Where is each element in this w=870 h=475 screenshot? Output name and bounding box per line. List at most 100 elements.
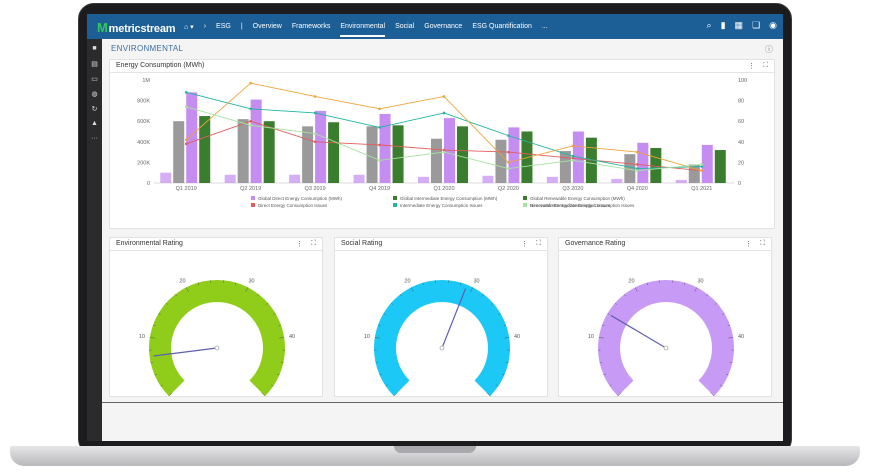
series-point	[313, 95, 317, 98]
home-icon[interactable]: ⌂ ▾	[184, 23, 194, 31]
bar	[675, 179, 687, 183]
series-point	[249, 119, 252, 123]
more-icon[interactable]: ···	[91, 135, 98, 142]
bar	[224, 174, 236, 183]
gauge-tick	[235, 282, 237, 286]
x-tick-label: Q3 2020	[562, 186, 583, 192]
gauge-tick	[503, 324, 507, 327]
nav-item-esg-quantification[interactable]: ESG Quantification	[472, 23, 532, 30]
gauge-tick	[383, 313, 386, 315]
gauge-tick	[266, 302, 269, 305]
gauge-tick	[705, 294, 708, 297]
bookmark-icon[interactable]: ▮	[720, 20, 726, 30]
series-point	[378, 143, 381, 147]
panel-divider	[559, 250, 771, 251]
series-point	[249, 81, 252, 85]
bar	[546, 176, 558, 183]
series-point	[507, 134, 510, 137]
gauge-tick	[160, 384, 163, 387]
governance-rating-panel: Governance Rating ⋮ ⛶ 01020304050	[558, 237, 772, 397]
gauge-tick	[694, 287, 698, 292]
expand-icon[interactable]: ⛶	[760, 240, 765, 247]
top-navigation-bar: Mmetricstream ⌂ ▾ › ESG | Overview Frame…	[87, 14, 783, 39]
app-screen: Mmetricstream ⌂ ▾ › ESG | Overview Frame…	[87, 14, 783, 441]
gauge-tick	[491, 302, 494, 305]
bar	[508, 127, 520, 183]
bar	[237, 119, 249, 183]
gauge-tick	[175, 294, 178, 297]
gauge-tick-label: 30	[697, 278, 703, 284]
calendar-icon[interactable]: ▦	[734, 20, 744, 30]
kebab-menu-icon[interactable]: ⋮	[296, 241, 304, 248]
nav-item-frameworks[interactable]: Frameworks	[291, 23, 331, 30]
panel-title: Energy Consumption (MWh)	[116, 62, 205, 69]
search-icon[interactable]: ⌕	[706, 20, 712, 30]
gauge-tick	[599, 362, 603, 364]
gauge-tick	[728, 337, 734, 339]
gauge-tick	[598, 337, 604, 339]
globe-icon[interactable]: ◍	[91, 91, 98, 98]
nav-more-button[interactable]: ...	[541, 23, 548, 30]
panel-tools: ⋮ ⛶	[748, 62, 768, 70]
series-point	[571, 144, 575, 148]
reports-icon[interactable]: ▤	[91, 61, 98, 68]
bar	[302, 126, 314, 183]
series-point	[507, 167, 510, 170]
gauge-arc	[374, 280, 510, 397]
monitor-icon[interactable]: ▭	[91, 76, 98, 83]
series-point	[636, 163, 639, 166]
bar	[353, 174, 365, 183]
gauge-tick	[150, 362, 154, 364]
x-tick-label: Q1 2019	[176, 186, 197, 192]
expand-icon[interactable]: ⛶	[311, 240, 316, 247]
gauge-tick-label: 20	[404, 278, 410, 284]
gauge-tick-label: 40	[738, 334, 744, 340]
kebab-menu-icon[interactable]: ⋮	[748, 63, 756, 70]
y2-tick-label: 80	[738, 99, 744, 105]
series-point	[184, 138, 188, 142]
notifications-icon[interactable]: ❏	[752, 20, 761, 30]
series-point	[313, 111, 317, 115]
bar	[186, 92, 198, 183]
gauge-tick	[197, 282, 199, 286]
refresh-icon[interactable]: ↻	[91, 106, 98, 113]
series-point	[507, 150, 510, 154]
panel-title: Social Rating	[341, 240, 383, 247]
gauge-tick	[720, 384, 723, 387]
gauge-tick-label: 40	[289, 334, 295, 340]
gauge-tick	[496, 384, 499, 387]
series-point	[636, 169, 639, 172]
bar	[328, 122, 340, 183]
nav-item-overview[interactable]: Overview	[252, 23, 282, 30]
legend-swatch	[393, 196, 397, 200]
gauge-pivot	[214, 345, 220, 351]
gauge-tick	[271, 384, 274, 387]
bar	[624, 154, 636, 183]
x-tick-label: Q4 2019	[369, 186, 390, 192]
alert-icon[interactable]: ▲	[91, 120, 98, 127]
expand-icon[interactable]: ⛶	[763, 62, 768, 69]
brand-logo[interactable]: Mmetricstream	[97, 20, 176, 35]
kebab-menu-icon[interactable]: ⋮	[745, 241, 753, 248]
series-point	[378, 159, 381, 162]
page-title: ENVIRONMENTAL	[111, 44, 184, 53]
gauge-tick	[158, 313, 161, 315]
gauge-tick-label: 10	[364, 334, 370, 340]
series-point	[378, 126, 381, 129]
help-icon[interactable]: ⓘ	[765, 45, 773, 54]
kebab-menu-icon[interactable]: ⋮	[521, 241, 529, 248]
series-point	[636, 150, 639, 154]
nav-item-social[interactable]: Social	[395, 23, 415, 30]
user-avatar-icon[interactable]: ◉	[769, 20, 777, 30]
dashboard-icon[interactable]: ■	[92, 45, 97, 52]
breadcrumb-separator: ›	[203, 23, 207, 30]
nav-item-environmental[interactable]: Environmental	[340, 16, 386, 37]
nav-item-esg[interactable]: ESG	[216, 23, 231, 30]
legend-label: Intermediate Energy Consumption Issues	[400, 203, 483, 208]
y2-tick-label: 0	[738, 181, 741, 187]
legend-label: Global Renewable Energy Consumption (MWh…	[530, 196, 625, 201]
bar	[637, 142, 649, 183]
nav-item-governance[interactable]: Governance	[424, 23, 463, 30]
gauge-tick	[710, 392, 715, 397]
expand-icon[interactable]: ⛶	[536, 240, 541, 247]
